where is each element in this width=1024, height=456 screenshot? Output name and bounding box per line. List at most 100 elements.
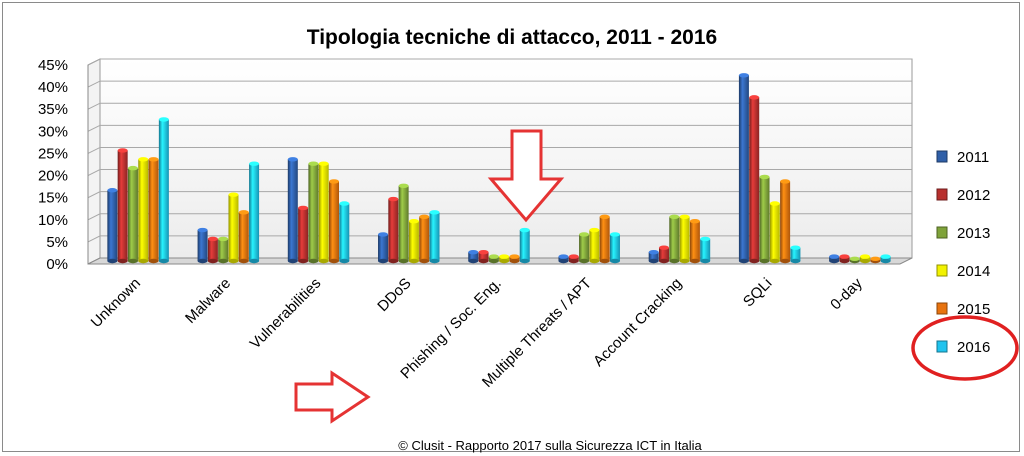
bar-top xyxy=(478,249,489,255)
bar-multiple-threats-apt-2015 xyxy=(599,214,610,264)
bar-base xyxy=(509,258,520,264)
legend-item-2016: 2016 xyxy=(936,339,990,356)
bar-ddos-2012 xyxy=(388,196,399,264)
bar-base xyxy=(488,258,499,264)
bar-base xyxy=(499,258,510,264)
legend-label: 2011 xyxy=(957,149,989,166)
bar-0-day-2011 xyxy=(829,254,840,264)
chart-title: Tipologia tecniche di attacco, 2011 - 20… xyxy=(307,26,717,49)
bar-account-cracking-2015 xyxy=(689,219,700,264)
bar-multiple-threats-apt-2016 xyxy=(609,232,620,264)
bar-account-cracking-2016 xyxy=(700,236,711,264)
bar-vulnerabilities-2016 xyxy=(339,201,350,264)
bar-base xyxy=(127,258,138,264)
y-tick-label: 35% xyxy=(38,101,68,118)
bar-sqli-2014 xyxy=(769,201,780,264)
footer-credit: © Clusit - Rapporto 2017 sulla Sicurezza… xyxy=(398,438,702,453)
bar-base xyxy=(769,258,780,264)
bar-0-day-2014 xyxy=(860,254,871,264)
bar-top xyxy=(388,196,399,202)
bar-body xyxy=(648,252,659,261)
bar-base xyxy=(238,258,249,264)
gridline xyxy=(87,124,912,132)
bar-base xyxy=(658,258,669,264)
bar-base xyxy=(589,258,600,264)
bar-body xyxy=(429,212,440,261)
bar-base xyxy=(329,258,340,264)
bar-body xyxy=(398,185,409,261)
bar-base xyxy=(669,258,680,264)
legend-label: 2012 xyxy=(957,187,990,204)
legend-label: 2014 xyxy=(957,263,990,280)
legend-label: 2016 xyxy=(957,339,990,356)
bar-phishing-soc-eng--2016 xyxy=(519,227,530,264)
bar-body xyxy=(700,238,711,261)
legend-swatch xyxy=(936,150,948,163)
bar-base xyxy=(790,258,801,264)
bar-top xyxy=(197,227,208,233)
x-tick-label: DDoS xyxy=(374,275,414,315)
bar-body xyxy=(158,119,169,261)
bar-base xyxy=(780,258,791,264)
bar-top xyxy=(860,254,871,259)
bar-base xyxy=(689,258,700,264)
y-tick-label: 20% xyxy=(38,168,68,185)
y-axis: 0% 5% 10% 15% 20% 25% 30% 35% 40% 45% xyxy=(38,57,89,273)
bar-sqli-2016 xyxy=(790,245,801,264)
bar-top xyxy=(308,161,319,166)
bar-base xyxy=(468,258,479,264)
bar-malware-2014 xyxy=(228,192,239,264)
side-wall xyxy=(87,58,101,265)
bar-body xyxy=(609,234,620,261)
legend-swatch xyxy=(936,302,948,315)
bar-base xyxy=(860,258,871,264)
y-tick-label: 40% xyxy=(38,79,68,96)
bar-top xyxy=(679,214,690,219)
bar-multiple-threats-apt-2012 xyxy=(568,254,579,264)
x-tick-label: Phishing / Soc. Eng. xyxy=(397,275,505,383)
bar-base xyxy=(218,258,229,264)
bar-top xyxy=(589,227,600,233)
bar-body xyxy=(509,256,520,261)
gridline xyxy=(87,213,912,221)
bar-0-day-2016 xyxy=(880,254,891,264)
bar-body xyxy=(339,203,350,261)
bar-body xyxy=(298,207,309,261)
bar-base xyxy=(339,258,350,264)
bar-malware-2011 xyxy=(197,227,208,264)
bar-base xyxy=(158,258,169,264)
gridline xyxy=(87,169,912,177)
bar-base xyxy=(759,258,770,264)
bar-base xyxy=(419,258,430,264)
annotations xyxy=(294,129,1019,424)
bar-ddos-2014 xyxy=(408,219,419,264)
bar-top xyxy=(287,157,298,162)
bar-top xyxy=(117,148,128,153)
bar-unknown-2011 xyxy=(107,188,118,264)
y-tick-label: 5% xyxy=(46,234,68,251)
gridline xyxy=(87,102,912,110)
bar-phishing-soc-eng--2013 xyxy=(488,254,499,264)
bar-body xyxy=(749,97,760,261)
bar-malware-2012 xyxy=(207,236,218,264)
bar-top xyxy=(107,188,118,193)
bar-body xyxy=(228,194,239,261)
bar-base xyxy=(648,258,659,264)
bar-multiple-threats-apt-2011 xyxy=(558,254,569,264)
bar-top xyxy=(238,210,249,215)
bar-body xyxy=(790,247,801,261)
bar-top xyxy=(829,254,840,259)
bar-body xyxy=(519,230,530,261)
bar-top xyxy=(700,236,711,242)
y-tick-label: 25% xyxy=(38,145,68,162)
bar-top xyxy=(609,232,620,237)
legend-item-2014: 2014 xyxy=(936,263,990,280)
bar-top xyxy=(870,256,881,261)
bar-top xyxy=(780,179,791,184)
bar-base xyxy=(880,258,891,264)
bar-body xyxy=(419,216,430,261)
bar-account-cracking-2014 xyxy=(679,214,690,264)
legend-item-2012: 2012 xyxy=(936,187,990,204)
bar-account-cracking-2012 xyxy=(658,245,669,264)
back-wall xyxy=(99,58,913,259)
